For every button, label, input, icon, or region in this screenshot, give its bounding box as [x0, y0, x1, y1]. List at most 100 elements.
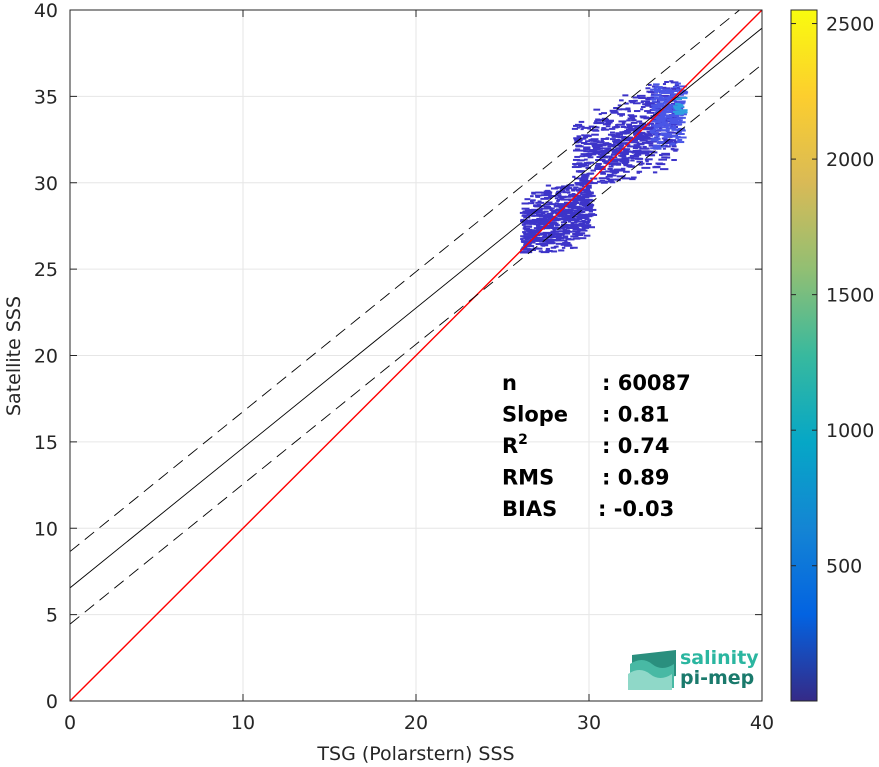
density-cell [552, 238, 561, 241]
density-cell [623, 164, 633, 167]
colorbar [790, 9, 818, 702]
density-cell [576, 208, 586, 211]
density-cell [636, 94, 646, 97]
density-cell [661, 89, 666, 92]
y-axis-ticks: 0 5 10 15 20 25 30 35 40 [34, 0, 762, 713]
density-cell [562, 211, 567, 214]
density-cell [659, 127, 663, 130]
density-cell [660, 132, 669, 135]
density-cell [587, 156, 594, 159]
density-cell [660, 112, 667, 115]
density-cell [581, 173, 588, 176]
y-tick-label: 35 [34, 86, 58, 108]
density-cell [550, 187, 558, 190]
density-cell [676, 116, 684, 119]
density-cell [587, 219, 591, 222]
density-cell [646, 90, 654, 93]
density-cell [679, 101, 686, 104]
density-cell [662, 83, 667, 86]
density-cell [554, 197, 559, 200]
density-cell [623, 137, 631, 140]
density-cell [571, 166, 580, 169]
density-cell [619, 142, 627, 145]
density-cell [653, 87, 657, 90]
density-cell [600, 151, 609, 154]
density-cell [633, 125, 641, 128]
density-cell [626, 119, 631, 122]
density-cell [550, 209, 557, 212]
density-cell [622, 94, 629, 97]
density-cell [669, 110, 675, 113]
colorbar-tick-label: 1500 [826, 285, 874, 307]
density-cell [610, 160, 619, 163]
density-cell [669, 106, 675, 109]
density-cell [531, 229, 536, 232]
density-cell [587, 184, 592, 187]
density-cell [585, 188, 591, 191]
density-cell [679, 111, 688, 114]
density-cell [543, 196, 552, 199]
density-cell [549, 223, 555, 226]
density-cell [669, 119, 679, 122]
density-cell [620, 108, 627, 111]
density-cell [661, 129, 670, 132]
density-cell [557, 190, 561, 193]
density-cell [652, 129, 662, 132]
density-cell [665, 127, 673, 130]
density-cell [655, 162, 663, 165]
y-axis-label: Satellite SSS [3, 296, 25, 416]
density-cell [602, 128, 610, 131]
density-cell [609, 178, 617, 181]
density-cell [630, 159, 635, 162]
density-cell [587, 207, 593, 210]
density-cell [591, 133, 599, 136]
density-cell [631, 145, 640, 148]
density-cell [578, 232, 586, 235]
density-cell [627, 127, 633, 130]
fit-lines [70, 10, 762, 701]
density-cell [521, 202, 530, 205]
density-cell [615, 133, 623, 136]
density-cell [636, 171, 641, 174]
density-cell [583, 136, 588, 139]
density-cell [623, 120, 627, 123]
density-cell [666, 123, 671, 126]
density-cell [543, 218, 552, 221]
density-cell [649, 131, 655, 134]
density-cell [579, 179, 588, 182]
density-cell [561, 196, 567, 199]
density-cell [670, 142, 676, 145]
density-cell [523, 237, 528, 240]
density-cell [637, 133, 642, 136]
density-cell [556, 186, 565, 189]
density-cell [523, 227, 531, 230]
density-cell [664, 140, 673, 143]
density-cell [632, 149, 641, 152]
density-cell [591, 150, 600, 153]
density-cell [535, 201, 545, 204]
density-cell [655, 135, 660, 138]
density-cell [675, 102, 679, 105]
density-cell [572, 197, 578, 200]
density-cell [598, 177, 608, 180]
density-cell [556, 194, 562, 197]
density-cell [652, 171, 658, 174]
density-cell [610, 134, 620, 137]
density-cell [638, 151, 643, 154]
density-cell [572, 246, 578, 249]
density-cell [612, 140, 618, 143]
y-tick-label: 5 [46, 605, 58, 627]
density-cell [577, 224, 582, 227]
density-cell [564, 231, 570, 234]
density-cell [548, 203, 556, 206]
density-cell [541, 223, 548, 226]
density-cell [567, 212, 571, 215]
density-cell [535, 238, 540, 241]
density-cell [576, 197, 586, 200]
density-cloud [519, 80, 689, 254]
density-cell [583, 142, 592, 145]
density-cell [601, 160, 610, 163]
density-cell [653, 83, 660, 86]
density-cell [583, 225, 591, 228]
density-cell [652, 128, 657, 131]
